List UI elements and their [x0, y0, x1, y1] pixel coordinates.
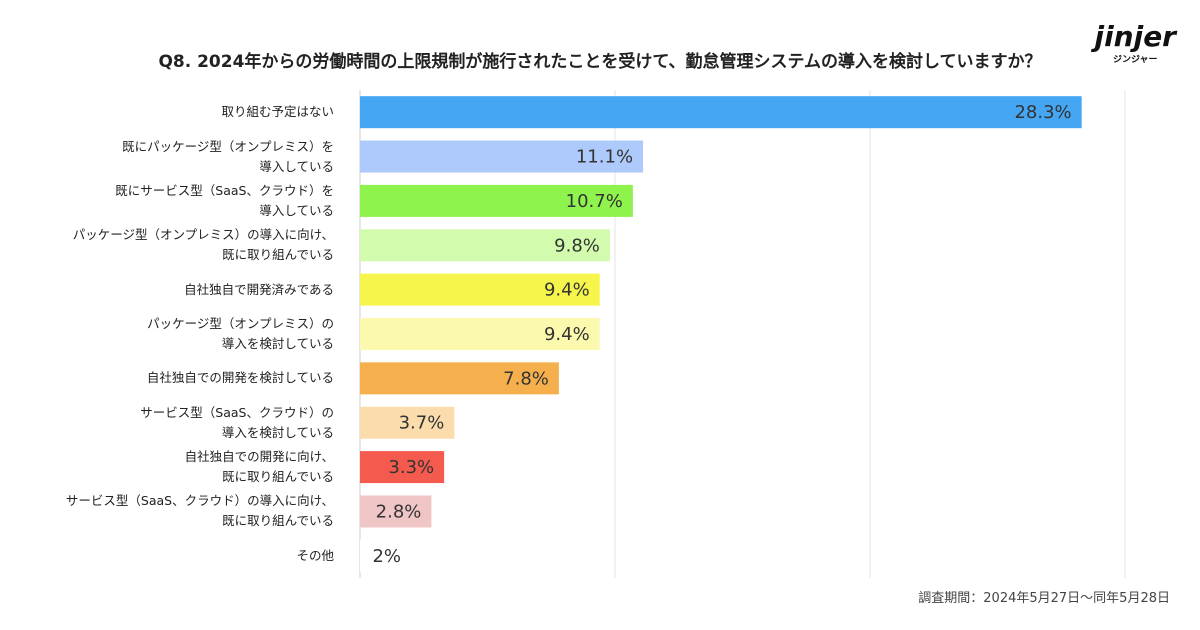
value-label: 9.4%: [544, 280, 590, 301]
value-label: 28.3%: [1014, 102, 1071, 123]
value-label: 2%: [372, 546, 401, 567]
bar: [360, 539, 411, 572]
value-label: 3.7%: [399, 413, 445, 434]
category-label: 自社独自での開発を検討している: [146, 370, 334, 386]
bar: [360, 96, 1082, 129]
footnote: 調査期間：2024年5月27日～同年5月28日: [918, 591, 1170, 606]
bar: [360, 184, 633, 217]
category-label: その他: [296, 547, 334, 563]
value-label: 9.4%: [544, 324, 590, 345]
category-label: 自社独自での開発に向け、 既に取り組んでいる: [184, 449, 334, 485]
category-label: 既にパッケージ型（オンプレミス）を 導入している: [122, 138, 334, 174]
value-label: 2.8%: [376, 501, 422, 522]
bar: [360, 362, 559, 395]
chart-title: Q8. 2024年からの労働時間の上限規制が施行されたことを受けて、勤怠管理シス…: [158, 52, 1042, 72]
category-label: 既にサービス型（SaaS、クラウド）を 導入している: [115, 182, 334, 218]
logo-name: jinjer: [1094, 20, 1176, 53]
value-label: 11.1%: [576, 147, 633, 168]
bar: [360, 495, 432, 528]
logo: jinjer ジンジャー: [1094, 20, 1176, 66]
category-label: サービス型（SaaS、クラウド）の導入に向け、 既に取り組んでいる: [65, 493, 334, 529]
value-label: 10.7%: [566, 191, 623, 212]
value-label: 9.8%: [554, 235, 600, 256]
category-label: パッケージ型（オンプレミス）の 導入を検討している: [147, 316, 334, 351]
bar: [360, 273, 600, 306]
logo-sub: ジンジャー: [1112, 55, 1158, 65]
bar: [360, 140, 644, 173]
value-label: 3.3%: [388, 457, 434, 478]
bar: [360, 229, 610, 262]
bar: [360, 406, 455, 439]
bar: [360, 451, 445, 484]
value-label: 7.8%: [503, 368, 549, 389]
category-label: パッケージ型（オンプレミス）の導入に向け、 既に取り組んでいる: [72, 227, 334, 263]
bar: [360, 318, 600, 350]
category-label: サービス型（SaaS、クラウド）の 導入を検討している: [140, 404, 334, 440]
category-label: 取り組む予定はない: [221, 104, 334, 120]
category-label: 自社独自で開発済みである: [184, 281, 334, 297]
